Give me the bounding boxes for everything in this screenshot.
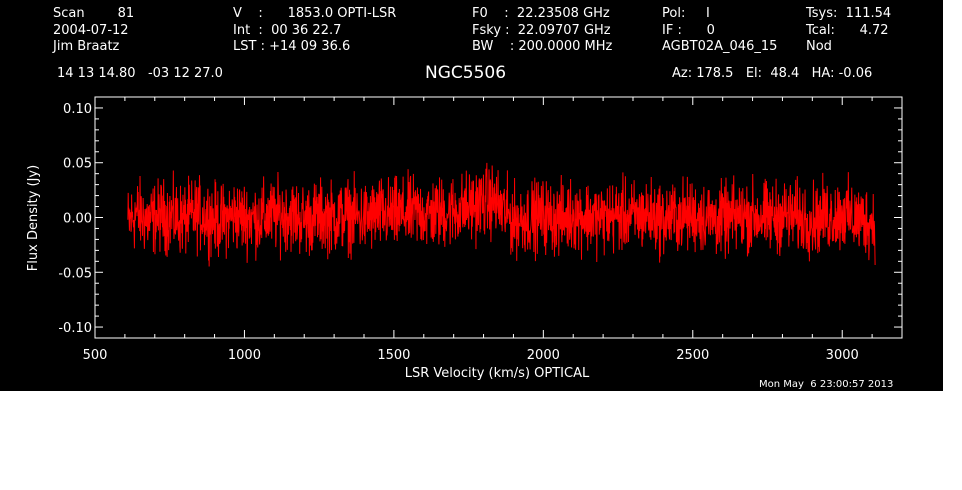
x-tick-label: 2500	[676, 348, 709, 363]
y-tick-label: 0.05	[63, 157, 92, 172]
spectrum-line	[127, 162, 876, 267]
y-axis-label: Flux Density (Jy)	[26, 165, 41, 271]
x-axis: 500 1000 1500 2000 2500 3000	[83, 97, 873, 363]
y-axis: 0.10 0.05 0.00 -0.05 -0.10	[58, 102, 902, 336]
x-tick-label: 1000	[228, 348, 261, 363]
source-title: NGC5506	[425, 63, 507, 83]
y-tick-label: 0.10	[63, 102, 92, 117]
f0-label: F0 : 22.23508 GHz	[472, 6, 610, 21]
mode-label: Nod	[806, 39, 832, 54]
coordinates-label: 14 13 14.80 -03 12 27.0	[57, 66, 223, 81]
date-label: 2004-07-12	[53, 23, 129, 38]
x-tick-label: 1500	[377, 348, 410, 363]
polarization-label: Pol: I	[662, 6, 710, 21]
x-tick-label: 500	[83, 348, 108, 363]
timestamp-label: Mon May 6 23:00:57 2013	[759, 379, 894, 390]
x-tick-label: 3000	[826, 348, 859, 363]
spectrum-chart: 0.10 0.05 0.00 -0.05 -0.10 500 1000 1500 2000 25…	[26, 96, 903, 381]
scan-label: Scan 81	[53, 6, 135, 21]
project-label: AGBT02A_046_15	[662, 39, 778, 54]
tcal-label: Tcal: 4.72	[806, 23, 889, 38]
tsys-label: Tsys: 111.54	[806, 6, 892, 21]
y-tick-label: 0.00	[63, 212, 92, 227]
bandwidth-label: BW : 200.0000 MHz	[472, 39, 613, 54]
observer-label: Jim Braatz	[53, 39, 120, 54]
fsky-label: Fsky : 22.09707 GHz	[472, 23, 611, 38]
velocity-label: V : 1853.0 OPTI-LSR	[233, 6, 397, 21]
y-tick-label: -0.05	[58, 266, 92, 281]
az-el-ha-label: Az: 178.5 El: 48.4 HA: -0.06	[672, 66, 873, 81]
lst-label: LST : +14 09 36.6	[233, 39, 351, 54]
if-label: IF : 0	[662, 23, 715, 38]
y-tick-label: -0.10	[58, 321, 92, 336]
x-axis-label: LSR Velocity (km/s) OPTICAL	[405, 366, 590, 381]
integration-label: Int : 00 36 22.7	[233, 23, 342, 38]
x-tick-label: 2000	[527, 348, 560, 363]
